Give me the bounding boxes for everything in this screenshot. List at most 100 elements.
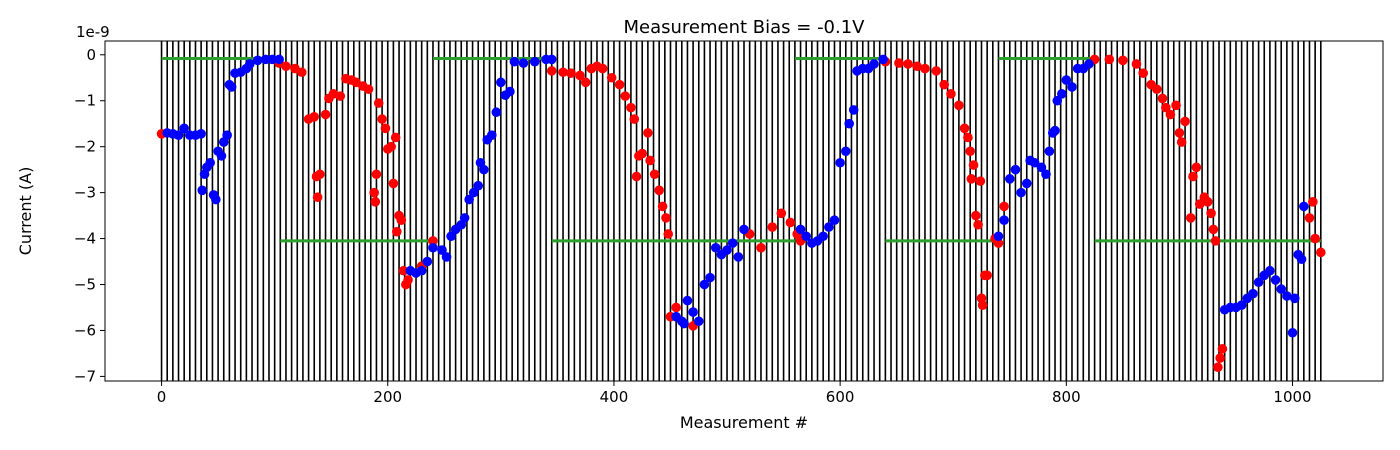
data-point-blue — [473, 180, 484, 191]
data-point-blue — [459, 213, 470, 223]
data-point-red — [1152, 84, 1162, 95]
data-point-red — [946, 89, 956, 99]
x-axis-ticks: 0 200 400 600 800 1000 — [157, 381, 1312, 406]
data-point-blue — [1010, 164, 1021, 175]
data-point-red — [398, 265, 409, 276]
data-point-blue — [437, 245, 447, 255]
data-point-red — [657, 201, 668, 212]
data-point-red — [1194, 199, 1205, 209]
y-axis-ticks: 0 −1 −2 −3 −4 −5 −6 −7 — [74, 46, 105, 385]
data-point-red — [606, 72, 617, 83]
data-point-blue — [844, 118, 854, 129]
data-point-blue — [446, 231, 456, 242]
data-point-blue — [252, 55, 263, 66]
data-point-red — [281, 61, 291, 72]
data-point-blue — [1248, 288, 1258, 299]
data-point-blue — [835, 157, 845, 168]
data-point-red — [649, 169, 660, 180]
data-point-red — [920, 63, 930, 74]
data-point-blue — [848, 105, 859, 115]
x-tick-label: 0 — [157, 388, 167, 406]
data-point-blue — [260, 54, 271, 65]
data-point-blue — [722, 245, 732, 255]
data-point-red — [661, 213, 671, 223]
data-point-blue — [1036, 162, 1047, 173]
data-point-red — [993, 238, 1004, 248]
data-point-red — [403, 275, 413, 285]
data-point-blue — [468, 187, 479, 198]
data-point-red — [671, 302, 681, 313]
data-point-red — [971, 210, 981, 221]
data-point-red — [1202, 197, 1213, 207]
data-point-red — [982, 270, 992, 281]
y-tick-label: −3 — [74, 184, 96, 202]
data-point-blue — [1296, 254, 1307, 265]
data-point-red — [1210, 236, 1221, 246]
data-point-blue — [1061, 75, 1072, 85]
data-point-red — [785, 217, 796, 228]
data-point-red — [1165, 109, 1176, 120]
data-point-blue — [211, 194, 221, 205]
data-point-red — [312, 192, 323, 203]
data-point-blue — [486, 130, 497, 140]
data-points — [156, 54, 1326, 373]
y-tick-label: −5 — [74, 276, 96, 294]
data-point-blue — [679, 318, 689, 329]
x-tick-label: 200 — [373, 388, 402, 406]
x-tick-label: 1000 — [1273, 388, 1311, 406]
data-point-blue — [840, 146, 851, 157]
data-point-red — [396, 215, 407, 225]
data-point-red — [903, 59, 913, 69]
data-point-blue — [869, 59, 879, 69]
data-point-red — [975, 176, 986, 186]
data-point-red — [373, 98, 384, 108]
x-tick-label: 600 — [826, 388, 855, 406]
data-point-blue — [1004, 174, 1015, 184]
data-point-red — [1185, 213, 1196, 223]
data-point-red — [1213, 362, 1223, 373]
data-point-red — [999, 201, 1009, 212]
y-axis-label: Current (A) — [16, 167, 35, 256]
data-point-blue — [1016, 187, 1026, 198]
data-point-blue — [1299, 201, 1309, 212]
data-point-blue — [824, 222, 834, 232]
data-point-blue — [529, 56, 540, 67]
data-point-red — [973, 219, 983, 230]
data-point-red — [386, 141, 396, 152]
data-point-blue — [1270, 275, 1281, 285]
data-point-blue — [205, 157, 215, 168]
data-point-red — [558, 67, 568, 78]
data-point-red — [380, 123, 391, 134]
data-point-blue — [1289, 293, 1300, 304]
data-point-red — [645, 155, 655, 166]
data-point-blue — [1236, 300, 1247, 310]
data-point-red — [1118, 55, 1128, 66]
data-point-red — [1104, 54, 1115, 65]
data-point-red — [776, 208, 787, 219]
data-point-red — [954, 100, 964, 111]
data-point-blue — [416, 265, 427, 276]
data-point-red — [654, 185, 664, 196]
data-point-blue — [505, 86, 515, 97]
data-point-red — [1131, 59, 1142, 69]
data-point-blue — [1253, 277, 1264, 288]
data-point-red — [965, 146, 975, 157]
data-point-blue — [733, 252, 744, 262]
data-point-red — [968, 160, 979, 170]
data-point-blue — [795, 224, 806, 235]
data-point-blue — [546, 54, 557, 65]
data-point-red — [1174, 128, 1185, 138]
data-point-red — [959, 123, 970, 134]
data-point-blue — [1265, 265, 1275, 276]
data-point-blue — [479, 164, 489, 175]
data-point-red — [1191, 162, 1202, 173]
data-point-blue — [441, 252, 452, 262]
data-point-blue — [993, 231, 1004, 242]
y-tick-label: −6 — [74, 321, 96, 339]
data-point-red — [767, 222, 778, 232]
data-point-blue — [216, 151, 227, 161]
plot-frame — [104, 40, 1384, 382]
data-point-red — [756, 242, 766, 253]
data-point-blue — [274, 54, 284, 65]
